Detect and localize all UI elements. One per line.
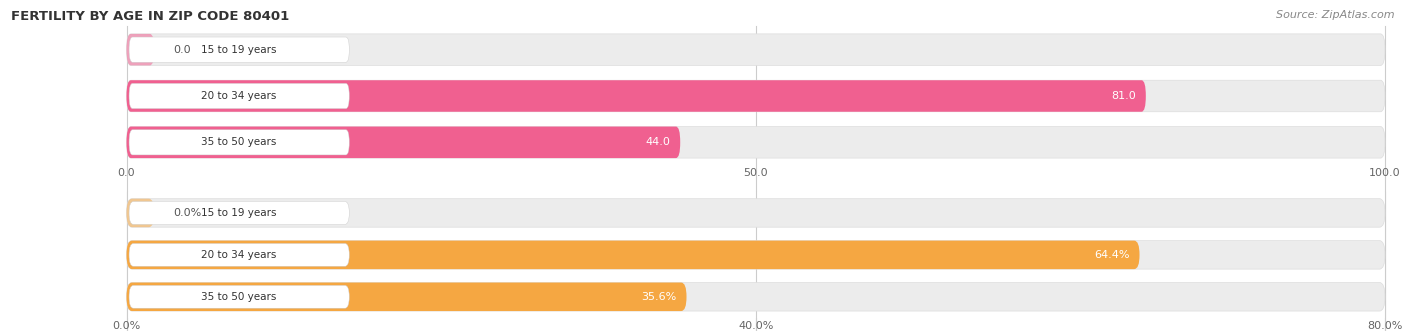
Text: FERTILITY BY AGE IN ZIP CODE 80401: FERTILITY BY AGE IN ZIP CODE 80401 <box>11 10 290 23</box>
FancyBboxPatch shape <box>129 202 349 224</box>
FancyBboxPatch shape <box>129 37 349 62</box>
FancyBboxPatch shape <box>127 34 155 66</box>
FancyBboxPatch shape <box>127 126 681 158</box>
FancyBboxPatch shape <box>127 80 1385 112</box>
Text: 0.0: 0.0 <box>173 45 191 55</box>
Text: 81.0: 81.0 <box>1111 91 1136 101</box>
FancyBboxPatch shape <box>127 34 1385 66</box>
FancyBboxPatch shape <box>129 130 349 155</box>
FancyBboxPatch shape <box>127 126 1385 158</box>
Text: 64.4%: 64.4% <box>1094 250 1129 260</box>
FancyBboxPatch shape <box>129 83 349 109</box>
Text: 35.6%: 35.6% <box>641 292 676 302</box>
FancyBboxPatch shape <box>127 241 1139 269</box>
Text: 15 to 19 years: 15 to 19 years <box>201 208 277 218</box>
Text: 35 to 50 years: 35 to 50 years <box>201 137 277 147</box>
FancyBboxPatch shape <box>129 285 349 308</box>
Text: Source: ZipAtlas.com: Source: ZipAtlas.com <box>1277 10 1395 20</box>
Text: 20 to 34 years: 20 to 34 years <box>201 91 277 101</box>
Text: 20 to 34 years: 20 to 34 years <box>201 250 277 260</box>
FancyBboxPatch shape <box>127 199 155 227</box>
FancyBboxPatch shape <box>129 244 349 266</box>
FancyBboxPatch shape <box>127 80 1146 112</box>
Text: 15 to 19 years: 15 to 19 years <box>201 45 277 55</box>
FancyBboxPatch shape <box>127 283 686 311</box>
FancyBboxPatch shape <box>127 283 1385 311</box>
FancyBboxPatch shape <box>127 241 1385 269</box>
Text: 35 to 50 years: 35 to 50 years <box>201 292 277 302</box>
FancyBboxPatch shape <box>127 199 1385 227</box>
Text: 0.0%: 0.0% <box>173 208 201 218</box>
Text: 44.0: 44.0 <box>645 137 671 147</box>
